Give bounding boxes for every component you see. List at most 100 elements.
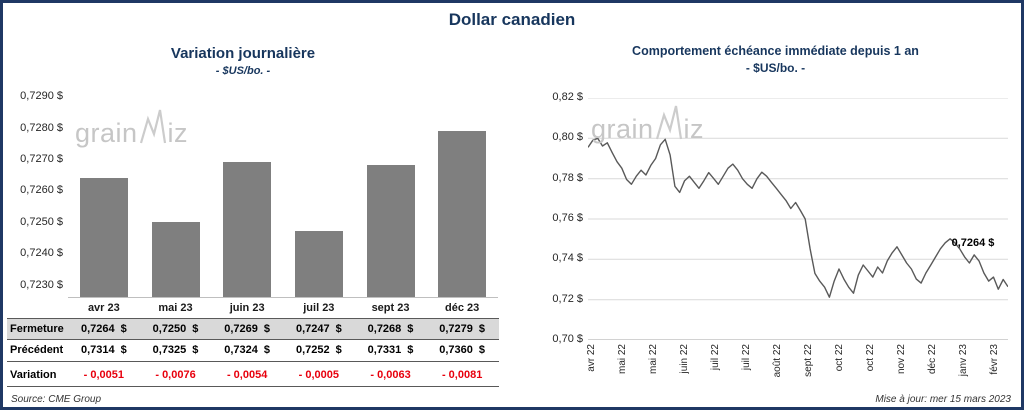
x-axis-label: juil 22 bbox=[710, 344, 736, 370]
table-cell: - 0,0063 bbox=[355, 365, 427, 387]
x-axis-label: avr 22 bbox=[586, 344, 614, 372]
x-axis-label-text: mai 22 bbox=[648, 344, 659, 375]
cell-value: 0,7264 bbox=[80, 323, 115, 335]
bar-chart-y-axis: 0,7230 $ 0,7240 $ 0,7250 $ 0,7260 $ 0,7270 $… bbox=[3, 90, 63, 298]
cell-value: 0,7268 bbox=[367, 323, 402, 335]
currency-symbol: $ bbox=[335, 323, 342, 335]
watermark-text-suffix: iz bbox=[167, 118, 189, 148]
currency-symbol: $ bbox=[407, 323, 414, 335]
table-cell: 0,7279 $ bbox=[426, 319, 498, 341]
x-axis-label: mai 22 bbox=[617, 344, 647, 374]
currency-symbol: $ bbox=[478, 323, 486, 335]
x-axis-label: janv 23 bbox=[958, 344, 990, 376]
price-line bbox=[588, 137, 1008, 298]
table-cell: 0,7324 $ bbox=[211, 340, 283, 362]
cell-value: - 0,0076 bbox=[155, 369, 196, 381]
page-title: Dollar canadien bbox=[448, 10, 576, 29]
table-row-précédent: Précédent 0,7314 $0,7325 $0,7324 $0,7252 $0,7… bbox=[7, 340, 499, 362]
y-axis-label: 0,76 $ bbox=[552, 212, 583, 224]
cell-value: - 0,0051 bbox=[83, 369, 125, 381]
x-axis-label: oct 22 bbox=[865, 344, 892, 371]
table-cell: 0,7331 $ bbox=[355, 340, 427, 362]
x-axis-label-text: janv 23 bbox=[958, 344, 969, 377]
row-label: Fermeture bbox=[10, 323, 64, 335]
cell-value: - 0,0054 bbox=[226, 369, 268, 381]
x-axis-label: oct 22 bbox=[834, 344, 861, 371]
line-chart-subtitle: - $US/bo. - bbox=[745, 61, 806, 75]
cell-value: - 0,0063 bbox=[370, 369, 411, 381]
x-axis-label: sept 23 bbox=[371, 302, 410, 314]
x-axis-label-text: déc 22 bbox=[927, 344, 938, 375]
currency-symbol: $ bbox=[335, 344, 342, 356]
y-axis-label: 0,7290 $ bbox=[20, 90, 63, 103]
cell-value: 0,7324 bbox=[224, 344, 258, 356]
table-cell: 0,7247 $ bbox=[283, 319, 355, 341]
bar-chart-x-axis: avr 23 mai 23 juin 23 juil 23 sept 23 déc 23 bbox=[68, 302, 498, 316]
line-chart-title: Comportement échéance immédiate depuis 1… bbox=[632, 44, 919, 58]
watermark-w-icon bbox=[139, 109, 166, 144]
table-cell: - 0,0081 bbox=[426, 365, 498, 387]
table-cell: 0,7264 $ bbox=[68, 319, 140, 341]
x-axis-label: mai 22 bbox=[648, 344, 678, 374]
x-axis-label: sept 22 bbox=[803, 344, 836, 377]
currency-symbol: $ bbox=[192, 323, 199, 335]
cell-value: 0,7247 bbox=[295, 323, 330, 335]
price-table: Fermeture 0,7264 $0,7250 $0,7269 $0,7247 $0,7… bbox=[7, 318, 499, 390]
cell-value: 0,7314 bbox=[80, 344, 115, 356]
watermark-text-prefix: grain bbox=[591, 114, 654, 144]
row-label: Variation bbox=[10, 369, 57, 381]
x-axis-label-text: oct 22 bbox=[865, 344, 876, 372]
cell-value: 0,7250 bbox=[152, 323, 187, 335]
y-axis-label: 0,7240 $ bbox=[20, 247, 63, 260]
grainwiz-watermark: grain iz bbox=[591, 103, 704, 143]
x-axis-label: déc 23 bbox=[445, 302, 480, 314]
x-axis-label-text: juil 22 bbox=[741, 344, 752, 371]
x-axis-label-text: avr 22 bbox=[586, 344, 597, 372]
bar-déc 23 bbox=[438, 130, 487, 297]
bar-mai 23 bbox=[151, 221, 200, 297]
currency-symbol: $ bbox=[263, 323, 271, 335]
table-cell: 0,7314 $ bbox=[68, 340, 140, 362]
x-axis-label-text: nov 22 bbox=[896, 344, 907, 375]
y-axis-label: 0,70 $ bbox=[552, 333, 583, 345]
bar-avr 23 bbox=[79, 177, 128, 297]
source-note: Source: CME Group bbox=[11, 394, 102, 405]
currency-symbol: $ bbox=[120, 344, 127, 356]
last-price-label: 0,7264 $ bbox=[951, 237, 995, 249]
cell-value: 0,7269 bbox=[224, 323, 258, 335]
watermark-text-suffix: iz bbox=[683, 114, 705, 144]
table-cell: 0,7268 $ bbox=[355, 319, 427, 341]
bar-juil 23 bbox=[294, 231, 343, 297]
update-note: Mise à jour: mer 15 mars 2023 bbox=[875, 394, 1011, 405]
currency-symbol: $ bbox=[478, 344, 486, 356]
x-axis-label: févr 23 bbox=[989, 344, 1020, 375]
x-axis-label: juin 22 bbox=[679, 344, 708, 373]
x-axis-label-text: mai 22 bbox=[617, 344, 628, 375]
y-axis-label: 0,78 $ bbox=[552, 171, 583, 184]
table-cell: - 0,0005 bbox=[283, 365, 355, 387]
cell-value: 0,7360 bbox=[439, 344, 473, 356]
cell-value: 0,7331 bbox=[367, 344, 402, 356]
cell-value: - 0,0081 bbox=[441, 369, 483, 381]
x-axis-label-text: juil 22 bbox=[710, 344, 721, 371]
y-axis-label: 0,7250 $ bbox=[20, 215, 63, 228]
x-axis-label: juil 22 bbox=[741, 344, 767, 370]
bar-juin 23 bbox=[223, 162, 272, 297]
cell-value: 0,7325 bbox=[152, 344, 187, 356]
watermark-text-prefix: grain bbox=[75, 118, 138, 148]
watermark-w-icon bbox=[655, 105, 682, 140]
x-axis-label: déc 22 bbox=[927, 344, 957, 374]
y-axis-label: 0,72 $ bbox=[552, 292, 583, 305]
y-axis-label: 0,74 $ bbox=[552, 252, 583, 265]
cell-value: 0,7252 bbox=[295, 344, 330, 356]
line-chart-y-axis: 0,70 $ 0,72 $ 0,74 $ 0,76 $ 0,78 $ 0,80 $ 0,82… bbox=[538, 91, 583, 345]
x-axis-label: nov 22 bbox=[896, 344, 926, 374]
x-axis-label: août 22 bbox=[772, 344, 805, 377]
y-axis-label: 0,7260 $ bbox=[20, 184, 63, 197]
x-axis-label: mai 23 bbox=[158, 302, 193, 314]
table-cell: 0,7360 $ bbox=[426, 340, 498, 362]
table-cell: 0,7250 $ bbox=[140, 319, 212, 341]
x-axis-label-text: févr 23 bbox=[989, 344, 1000, 375]
y-axis-label: 0,82 $ bbox=[552, 91, 583, 103]
